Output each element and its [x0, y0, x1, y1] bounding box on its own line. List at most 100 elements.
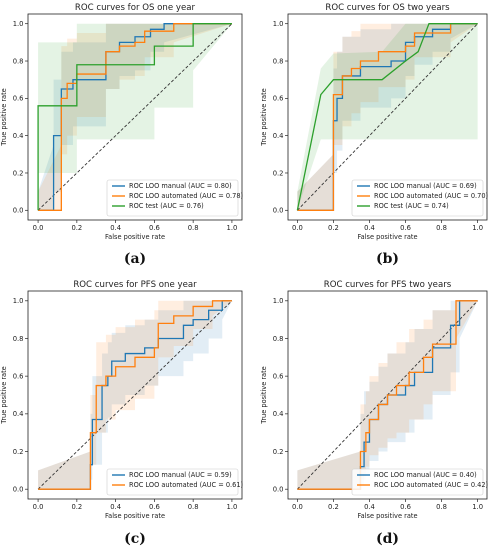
x-tick-label: 1.0 [472, 503, 483, 511]
chance-diagonal [37, 300, 233, 490]
x-axis-label: False positive rate [358, 233, 418, 241]
x-axis-label: False positive rate [105, 233, 165, 241]
y-tick-label: 0.8 [273, 57, 284, 65]
x-tick-label: 0.2 [71, 503, 82, 511]
chart-title: ROC curves for OS two years [325, 3, 450, 13]
legend-box [351, 179, 484, 217]
x-tick-label: 0.2 [328, 224, 339, 232]
roc-panel-d: ROC curves for PFS two years 0.0 0.0 0.2 0.2… [260, 280, 488, 547]
roc-curve-automated [297, 23, 478, 211]
legend-entry: ROC LOO manual (AUC = 0.80) [129, 182, 232, 190]
legend-box [106, 468, 239, 496]
roc-panel-b: ROC curves for OS two years 0.0 0.0 0.2 0.2 0… [260, 3, 488, 267]
y-tick-label: 0.4 [13, 410, 24, 418]
roc-curve-test [296, 23, 478, 211]
confidence-band-manual [38, 23, 232, 211]
x-tick-label: 1.0 [472, 224, 483, 232]
y-tick-label: 1.0 [273, 20, 284, 28]
x-tick-label: 0.8 [436, 503, 447, 511]
y-tick-label: 1.0 [273, 297, 284, 305]
legend: ROC LOO manual (AUC = 0.59) ROC LOO autom… [106, 468, 243, 496]
roc-curve-test [37, 23, 232, 211]
roc-curve-automated [38, 23, 232, 211]
y-tick-label: 0.6 [13, 95, 24, 103]
x-tick-label: 0.4 [364, 224, 375, 232]
roc-panel-c: ROC curves for PFS one year 0.0 0.0 0.2 0.2 0… [0, 280, 243, 547]
axes-frame [27, 290, 243, 500]
roc-curve-automated [297, 300, 478, 490]
confidence-band-automated [38, 23, 232, 211]
plot-area [297, 300, 478, 490]
legend-entry: ROC LOO manual (AUC = 0.40) [374, 471, 477, 479]
x-tick-label: 1.0 [227, 503, 238, 511]
y-tick-label: 0.4 [13, 132, 24, 140]
legend: ROC LOO manual (AUC = 0.69) ROC LOO autom… [351, 179, 488, 217]
y-tick-label: 0.8 [273, 335, 284, 343]
y-tick-label: 0.2 [13, 448, 24, 456]
legend-entry: ROC LOO automated (AUC = 0.70) [374, 192, 488, 200]
y-tick-label: 0.0 [273, 486, 284, 494]
y-tick-label: 0.0 [273, 207, 284, 215]
axes-frame [27, 13, 243, 221]
roc-curve-manual [297, 23, 478, 211]
y-tick-label: 0.0 [13, 207, 24, 215]
panel-letter: (d) [376, 531, 399, 547]
x-tick-label: 0.4 [110, 224, 121, 232]
legend: ROC LOO manual (AUC = 0.80) ROC LOO autom… [106, 179, 243, 217]
confidence-band-automated [297, 23, 478, 211]
x-tick-label: 1.0 [227, 224, 238, 232]
y-tick-label: 1.0 [13, 297, 24, 305]
y-axis-label: True positive rate [0, 366, 8, 424]
legend: ROC LOO manual (AUC = 0.40) ROC LOO autom… [351, 468, 488, 496]
x-tick-label: 0.6 [149, 224, 160, 232]
y-tick-label: 0.4 [273, 410, 284, 418]
legend-entry: ROC LOO automated (AUC = 0.42) [374, 481, 488, 489]
legend-entry: ROC LOO automated (AUC = 0.78) [129, 192, 243, 200]
legend-entry: ROC LOO manual (AUC = 0.59) [129, 471, 232, 479]
x-tick-label: 0.2 [328, 503, 339, 511]
y-tick-label: 0.8 [13, 57, 24, 65]
panel-letter: (a) [124, 251, 146, 267]
y-tick-label: 0.2 [273, 169, 284, 177]
x-tick-label: 0.0 [292, 503, 303, 511]
y-axis-label: True positive rate [0, 88, 8, 146]
y-axis-label: True positive rate [260, 88, 268, 146]
legend-entry: ROC LOO manual (AUC = 0.69) [374, 182, 477, 190]
y-axis-label: True positive rate [260, 366, 268, 424]
chart-title: ROC curves for PFS two years [324, 280, 452, 290]
chance-diagonal [297, 23, 478, 211]
y-tick-label: 0.0 [13, 486, 24, 494]
x-tick-label: 0.8 [436, 224, 447, 232]
plot-area [37, 23, 233, 211]
x-tick-label: 0.4 [364, 503, 375, 511]
roc-curve-manual [38, 300, 232, 490]
y-tick-label: 0.2 [273, 448, 284, 456]
x-tick-label: 0.6 [400, 503, 411, 511]
confidence-band-test [297, 23, 478, 211]
x-tick-label: 0.0 [33, 503, 44, 511]
y-tick-label: 0.4 [273, 132, 284, 140]
y-tick-label: 0.6 [273, 95, 284, 103]
panel-letter: (b) [376, 251, 399, 267]
x-tick-label: 0.2 [71, 224, 82, 232]
axes-frame [287, 290, 488, 500]
x-tick-label: 0.0 [292, 224, 303, 232]
x-tick-label: 0.6 [400, 224, 411, 232]
roc-panel-a: ROC curves for OS one year 0.0 0.0 0.2 0.2 0.… [0, 3, 243, 267]
confidence-band-manual [297, 23, 478, 211]
chart-title: ROC curves for PFS one year [73, 280, 197, 290]
x-tick-label: 0.8 [188, 503, 199, 511]
roc-curve-automated [38, 300, 232, 490]
x-tick-label: 0.8 [188, 224, 199, 232]
legend-entry: ROC test (AUC = 0.76) [129, 202, 204, 210]
chart-title: ROC curves for OS one year [75, 3, 196, 13]
x-tick-label: 0.4 [110, 503, 121, 511]
legend-box [351, 468, 484, 496]
y-tick-label: 0.2 [13, 169, 24, 177]
x-tick-label: 0.6 [149, 503, 160, 511]
x-axis-label: False positive rate [358, 512, 418, 520]
legend-box [106, 179, 239, 217]
y-tick-label: 0.8 [13, 335, 24, 343]
y-tick-label: 0.6 [13, 373, 24, 381]
